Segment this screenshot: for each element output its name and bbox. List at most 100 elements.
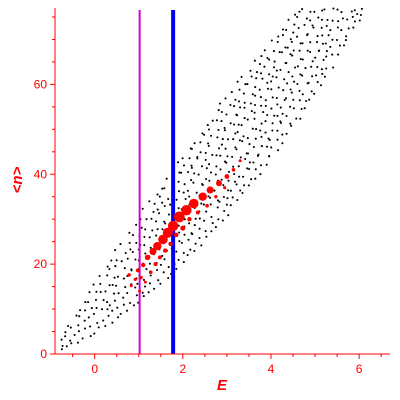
data-point xyxy=(178,231,181,234)
data-point xyxy=(233,180,237,183)
data-point xyxy=(220,178,223,181)
data-point xyxy=(190,164,193,167)
data-point xyxy=(315,41,319,44)
data-point xyxy=(249,102,252,105)
data-point xyxy=(124,286,127,289)
data-point xyxy=(177,190,181,193)
data-point xyxy=(246,137,249,140)
data-point xyxy=(329,29,332,32)
data-point xyxy=(167,266,170,269)
data-point xyxy=(283,98,286,102)
data-point xyxy=(159,263,162,266)
data-point xyxy=(268,138,271,142)
data-point xyxy=(322,58,325,61)
data-point xyxy=(254,137,257,140)
data-point xyxy=(227,189,230,192)
data-point xyxy=(131,234,135,237)
data-point xyxy=(167,276,170,280)
data-point xyxy=(194,242,197,245)
data-point xyxy=(258,63,262,66)
data-point xyxy=(226,138,230,141)
data-point xyxy=(311,75,314,78)
data-point xyxy=(325,50,328,53)
data-point xyxy=(153,262,158,267)
data-point xyxy=(239,189,242,192)
data-point xyxy=(168,241,173,247)
data-point xyxy=(108,267,111,271)
x-axis-label: E xyxy=(217,377,228,394)
data-point xyxy=(206,186,214,194)
data-point xyxy=(253,103,257,107)
data-point xyxy=(272,50,276,53)
data-point xyxy=(332,66,335,69)
data-point xyxy=(182,164,186,167)
data-point xyxy=(61,344,64,347)
data-point xyxy=(325,55,328,58)
data-point xyxy=(319,84,323,87)
data-point xyxy=(250,110,253,113)
data-point xyxy=(195,191,198,194)
data-point xyxy=(309,10,312,13)
data-point xyxy=(204,151,207,154)
data-point xyxy=(216,199,219,202)
data-point xyxy=(217,218,220,221)
data-point xyxy=(218,102,222,105)
data-point xyxy=(272,66,276,69)
data-point xyxy=(211,119,214,122)
data-point xyxy=(243,184,246,187)
data-point xyxy=(271,122,274,125)
data-point xyxy=(89,325,92,328)
data-point xyxy=(81,337,84,340)
data-point xyxy=(259,129,262,132)
data-point xyxy=(221,138,224,141)
data-point xyxy=(285,61,288,65)
data-point xyxy=(203,219,206,222)
data-point xyxy=(207,142,210,145)
x-tick-label: 0 xyxy=(91,362,98,376)
data-point xyxy=(215,119,218,122)
data-point xyxy=(299,73,302,76)
data-point xyxy=(347,27,350,30)
data-point xyxy=(156,228,159,231)
data-point xyxy=(246,167,249,170)
data-point xyxy=(336,8,339,11)
data-point xyxy=(187,217,192,222)
data-point xyxy=(281,133,284,136)
data-point xyxy=(271,96,274,99)
data-point xyxy=(221,219,224,222)
data-point xyxy=(260,145,263,148)
data-point xyxy=(260,135,263,138)
data-point xyxy=(207,128,211,131)
data-point xyxy=(294,66,297,69)
data-point xyxy=(149,246,152,249)
data-point xyxy=(243,106,246,109)
data-point xyxy=(114,249,117,252)
data-point xyxy=(261,77,264,80)
data-point xyxy=(126,291,129,295)
data-point xyxy=(132,304,136,307)
data-point xyxy=(210,230,213,233)
data-point xyxy=(360,7,363,10)
data-point xyxy=(321,42,324,45)
data-point xyxy=(352,26,355,29)
data-point xyxy=(283,78,286,81)
data-point xyxy=(177,180,180,183)
data-point xyxy=(237,165,240,168)
data-point xyxy=(270,80,273,83)
data-point xyxy=(161,201,164,204)
data-point xyxy=(264,104,267,107)
data-point xyxy=(141,291,144,294)
data-point xyxy=(104,290,107,293)
data-point xyxy=(308,98,311,101)
data-point xyxy=(278,51,281,54)
data-point xyxy=(142,278,145,281)
data-point xyxy=(335,38,339,42)
data-point xyxy=(305,99,308,103)
data-point xyxy=(186,189,189,192)
data-point xyxy=(286,46,289,49)
data-point xyxy=(141,262,146,268)
data-point xyxy=(140,226,143,229)
data-point xyxy=(148,236,151,239)
data-point xyxy=(149,248,157,255)
data-point xyxy=(186,254,189,257)
